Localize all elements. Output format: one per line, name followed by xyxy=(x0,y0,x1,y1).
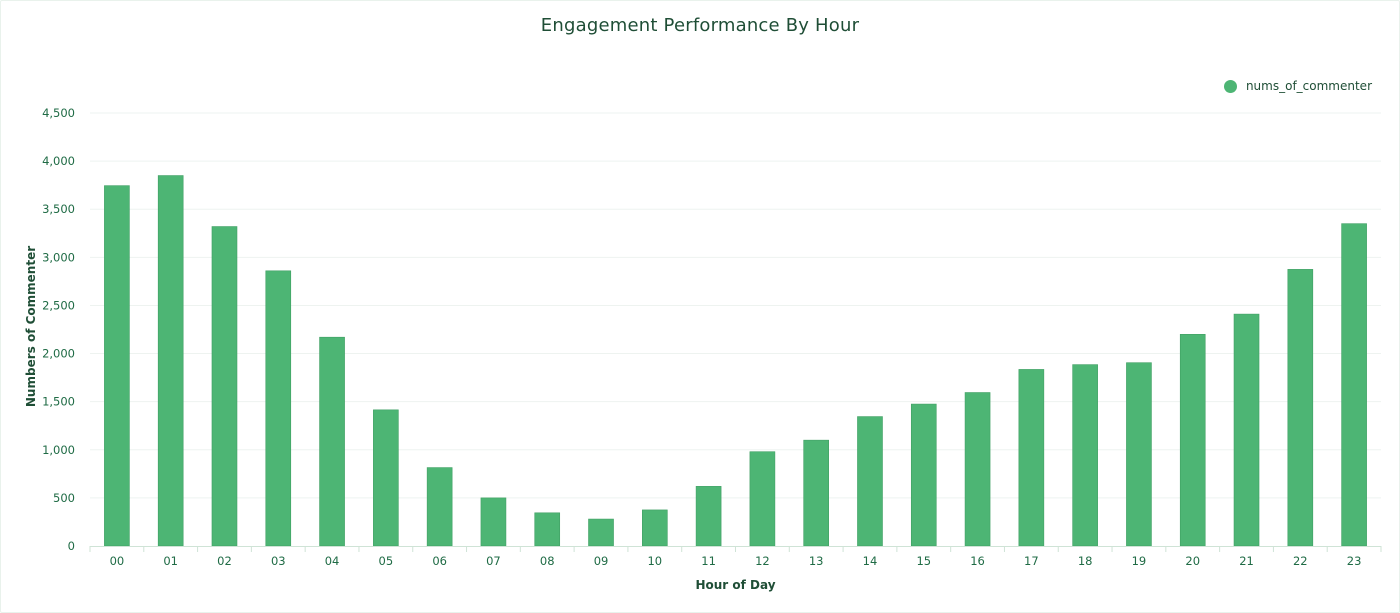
bar-14[interactable] xyxy=(857,416,883,547)
bar-10[interactable] xyxy=(642,509,668,547)
bar-05[interactable] xyxy=(373,409,399,547)
chart-legend[interactable]: nums_of_commenter xyxy=(1223,79,1372,93)
x-tick-label: 06 xyxy=(432,554,447,568)
bar-12[interactable] xyxy=(749,451,776,547)
bars xyxy=(104,175,1367,547)
x-tick-label: 10 xyxy=(647,554,662,568)
x-tick-label: 00 xyxy=(110,554,125,568)
x-axis-title: Hour of Day xyxy=(695,578,775,592)
x-tick-label: 11 xyxy=(701,554,716,568)
bar-18[interactable] xyxy=(1072,364,1098,547)
bar-21[interactable] xyxy=(1233,313,1260,547)
bar-17[interactable] xyxy=(1018,369,1045,547)
x-axis xyxy=(89,546,1382,552)
y-tick-label: 4,000 xyxy=(42,154,75,168)
x-tick-label: 01 xyxy=(163,554,178,568)
bar-19[interactable] xyxy=(1126,362,1152,547)
y-tick-label: 3,000 xyxy=(42,250,75,264)
y-tick-label: 1,000 xyxy=(42,443,75,457)
x-tick-label: 13 xyxy=(809,554,824,568)
y-tick-label: 500 xyxy=(53,491,75,505)
legend-label-nums-of-commenter: nums_of_commenter xyxy=(1245,79,1372,93)
tick-labels: 05001,0001,5002,0002,5003,0003,5004,0004… xyxy=(42,106,1361,568)
y-tick-label: 2,500 xyxy=(42,298,75,312)
y-tick-label: 3,500 xyxy=(42,202,75,216)
x-tick-label: 07 xyxy=(486,554,501,568)
bar-07[interactable] xyxy=(480,497,507,547)
x-tick-label: 21 xyxy=(1239,554,1254,568)
bar-13[interactable] xyxy=(803,439,829,547)
bar-22[interactable] xyxy=(1287,269,1314,547)
bar-23[interactable] xyxy=(1341,223,1367,547)
x-tick-label: 12 xyxy=(755,554,770,568)
bar-06[interactable] xyxy=(426,467,453,547)
x-tick-label: 19 xyxy=(1132,554,1147,568)
y-tick-label: 0 xyxy=(68,539,75,553)
x-tick-label: 03 xyxy=(271,554,286,568)
x-tick-label: 14 xyxy=(863,554,878,568)
bar-01[interactable] xyxy=(157,175,184,547)
x-tick-label: 02 xyxy=(217,554,232,568)
x-tick-label: 05 xyxy=(379,554,394,568)
x-tick-label: 22 xyxy=(1293,554,1308,568)
bar-03[interactable] xyxy=(265,270,292,547)
x-tick-label: 17 xyxy=(1024,554,1039,568)
bar-08[interactable] xyxy=(534,512,561,547)
bar-00[interactable] xyxy=(104,185,130,547)
bar-15[interactable] xyxy=(910,403,937,547)
x-tick-label: 04 xyxy=(325,554,340,568)
bar-09[interactable] xyxy=(588,518,614,547)
grid-lines xyxy=(90,112,1381,499)
bar-16[interactable] xyxy=(964,392,991,547)
bar-20[interactable] xyxy=(1179,334,1206,547)
x-tick-label: 16 xyxy=(970,554,985,568)
x-tick-label: 15 xyxy=(916,554,931,568)
x-tick-label: 18 xyxy=(1078,554,1093,568)
y-tick-label: 1,500 xyxy=(42,395,75,409)
x-tick-label: 08 xyxy=(540,554,555,568)
y-tick-label: 2,000 xyxy=(42,347,75,361)
bar-04[interactable] xyxy=(319,336,345,547)
x-tick-label: 23 xyxy=(1347,554,1362,568)
bar-11[interactable] xyxy=(695,486,722,547)
chart-title: Engagement Performance By Hour xyxy=(540,15,860,36)
bar-02[interactable] xyxy=(211,226,238,547)
x-tick-label: 09 xyxy=(594,554,609,568)
y-axis-title: Numbers of Commenter xyxy=(24,246,38,407)
x-tick-label: 20 xyxy=(1185,554,1200,568)
legend-marker-nums-of-commenter xyxy=(1223,79,1237,93)
y-tick-label: 4,500 xyxy=(42,106,75,120)
